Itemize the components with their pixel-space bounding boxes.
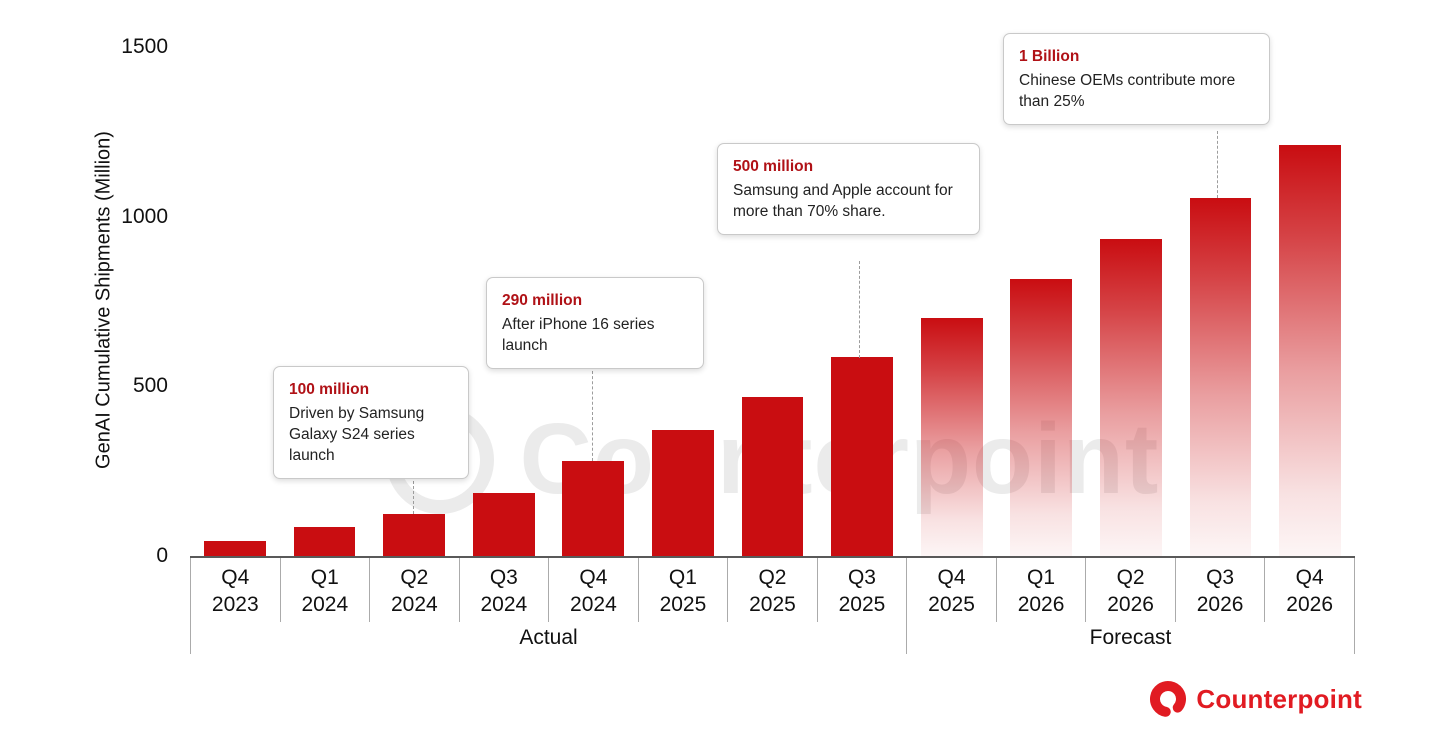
axis-group-row: Actual Forecast (190, 622, 1355, 654)
x-label-q1-2024: Q1 2024 (279, 558, 370, 622)
bar-q3-2026 (1189, 198, 1252, 556)
bar-q3-2024 (472, 493, 535, 556)
bar-q4-2025 (920, 318, 983, 556)
x-label-q2-2026: Q2 2026 (1085, 558, 1175, 622)
bar-q1-2024 (293, 527, 356, 556)
x-label-q3-2025: Q3 2025 (816, 558, 907, 622)
x-labels: Q4 2023 Q1 2024 Q2 2024 Q3 2024 Q4 2024 Q1 2025 Q2 20… (190, 558, 1355, 622)
annotation-body: Samsung and Apple account for more than … (733, 182, 953, 220)
x-label-q1-2026: Q1 2026 (995, 558, 1086, 622)
bar-slot (996, 47, 1086, 556)
bar-q4-2026 (1279, 145, 1342, 556)
bar-q3-2025 (831, 357, 893, 556)
bar-slot (817, 47, 907, 556)
x-label-q1-2025: Q1 2025 (637, 558, 728, 622)
group-label-forecast: Forecast (906, 622, 1355, 654)
x-label-q3-2026: Q3 2026 (1174, 558, 1265, 622)
bar-q2-2025 (741, 397, 804, 556)
y-ticks: 0 500 1000 1500 (58, 0, 168, 600)
annotation-title: 1 Billion (1019, 48, 1080, 65)
annotation-box-290m: 290 million After iPhone 16 series launc… (486, 277, 704, 369)
annotation-title: 100 million (289, 381, 370, 398)
y-tick-label: 1500 (121, 35, 168, 58)
x-label-q4-2025: Q4 2025 (906, 558, 996, 622)
bar-slot (280, 47, 370, 556)
x-label-q3-2024: Q3 2024 (458, 558, 549, 622)
annotation-connector-100m (413, 461, 414, 514)
annotation-title: 290 million (502, 292, 583, 309)
y-tick-label: 0 (156, 544, 168, 567)
bar-q4-2023 (203, 541, 266, 556)
annotation-body: Driven by Samsung Galaxy S24 series laun… (289, 405, 425, 464)
bar-q2-2026 (1099, 239, 1162, 556)
bar-slot (1265, 47, 1355, 556)
x-label-q4-2026: Q4 2026 (1264, 558, 1355, 622)
x-label-q2-2025: Q2 2025 (727, 558, 817, 622)
bar-slot (638, 47, 728, 556)
bar-slot (459, 47, 549, 556)
counterpoint-logo-icon (1150, 681, 1187, 717)
annotation-connector-500m (859, 261, 860, 358)
x-label-q4-2023: Q4 2023 (190, 558, 280, 622)
bar-q4-2024 (562, 461, 625, 556)
group-label-actual: Actual (190, 622, 906, 654)
annotation-connector-290m (592, 371, 593, 461)
bar-slot (548, 47, 638, 556)
annotation-body: After iPhone 16 series launch (502, 316, 655, 354)
bar-slot (190, 47, 280, 556)
bar-slot (907, 47, 997, 556)
bar-slot (728, 47, 818, 556)
annotation-connector-1b (1217, 131, 1218, 198)
annotation-title: 500 million (733, 158, 814, 175)
annotation-box-1b: 1 Billion Chinese OEMs contribute more t… (1003, 33, 1270, 125)
bar-q1-2026 (1010, 279, 1073, 556)
x-label-q2-2024: Q2 2024 (369, 558, 459, 622)
annotation-box-100m: 100 million Driven by Samsung Galaxy S24… (273, 366, 469, 479)
bar-q2-2024 (383, 514, 445, 556)
y-tick-label: 1000 (121, 205, 168, 228)
y-tick-label: 500 (132, 374, 168, 397)
bar-slot (1086, 47, 1176, 556)
annotation-box-500m: 500 million Samsung and Apple account fo… (717, 143, 980, 235)
bar-q1-2025 (651, 430, 714, 556)
counterpoint-logo-text: Counterpoint (1196, 683, 1362, 714)
bar-slot (1176, 47, 1266, 556)
annotation-body: Chinese OEMs contribute more than 25% (1019, 72, 1236, 110)
bar-slot (369, 47, 459, 556)
x-label-q4-2024: Q4 2024 (548, 558, 638, 622)
counterpoint-logo: Counterpoint (1149, 680, 1362, 718)
plot-area (190, 47, 1355, 558)
